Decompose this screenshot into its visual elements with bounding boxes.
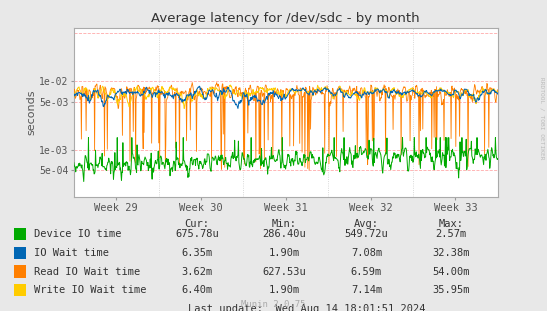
Title: Average latency for /dev/sdc - by month: Average latency for /dev/sdc - by month [152, 12, 420, 26]
Text: 286.40u: 286.40u [263, 229, 306, 239]
Text: 7.08m: 7.08m [351, 248, 382, 258]
Text: RRDTOOL / TOBI OETIKER: RRDTOOL / TOBI OETIKER [539, 77, 544, 160]
Text: 6.35m: 6.35m [181, 248, 213, 258]
Text: 2.57m: 2.57m [435, 229, 467, 239]
Text: 1.90m: 1.90m [269, 248, 300, 258]
Text: Read IO Wait time: Read IO Wait time [34, 267, 140, 276]
Text: Max:: Max: [439, 219, 464, 229]
Text: 675.78u: 675.78u [175, 229, 219, 239]
Text: 32.38m: 32.38m [433, 248, 470, 258]
Text: 7.14m: 7.14m [351, 285, 382, 295]
Text: Munin 2.0.75: Munin 2.0.75 [241, 300, 306, 309]
Text: Last update:  Wed Aug 14 18:01:51 2024: Last update: Wed Aug 14 18:01:51 2024 [188, 304, 425, 311]
Text: 6.40m: 6.40m [181, 285, 213, 295]
Text: 1.90m: 1.90m [269, 285, 300, 295]
Text: Cur:: Cur: [184, 219, 210, 229]
Text: Device IO time: Device IO time [34, 229, 121, 239]
Text: Min:: Min: [272, 219, 297, 229]
Y-axis label: seconds: seconds [26, 90, 36, 136]
Text: 35.95m: 35.95m [433, 285, 470, 295]
Text: 54.00m: 54.00m [433, 267, 470, 276]
Text: 3.62m: 3.62m [181, 267, 213, 276]
Text: IO Wait time: IO Wait time [34, 248, 109, 258]
Text: 549.72u: 549.72u [345, 229, 388, 239]
Text: Avg:: Avg: [354, 219, 379, 229]
Text: Write IO Wait time: Write IO Wait time [34, 285, 147, 295]
Text: 6.59m: 6.59m [351, 267, 382, 276]
Text: 627.53u: 627.53u [263, 267, 306, 276]
